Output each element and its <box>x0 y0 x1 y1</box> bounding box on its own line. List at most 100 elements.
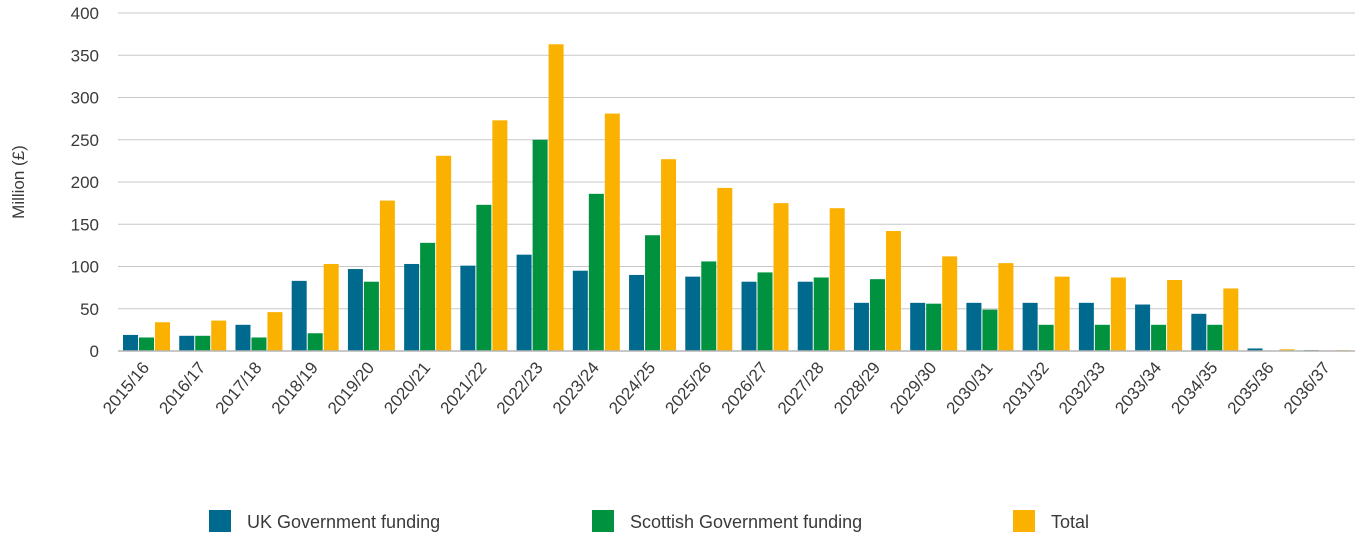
category-group <box>123 322 170 351</box>
category-group <box>1022 276 1070 351</box>
category-group <box>460 120 508 351</box>
bar <box>1223 288 1239 351</box>
category-group <box>404 155 452 351</box>
category-group <box>685 187 733 351</box>
bar <box>476 204 492 351</box>
bar <box>307 333 323 351</box>
x-tick-label: 2027/28 <box>774 358 828 417</box>
x-tick-label: 2024/25 <box>605 358 659 417</box>
bar <box>1207 324 1223 351</box>
bar <box>436 155 452 351</box>
bar <box>717 187 733 351</box>
bar <box>548 44 564 351</box>
category-group <box>1078 277 1126 351</box>
bar <box>869 279 885 351</box>
x-tick-label: 2016/17 <box>155 358 209 417</box>
bar <box>1279 349 1295 351</box>
bar <box>179 335 195 351</box>
legend-item: Scottish Government funding <box>592 510 862 532</box>
gridlines <box>118 12 1355 310</box>
bar <box>1022 302 1038 351</box>
bar <box>155 322 170 351</box>
bar <box>982 309 998 351</box>
bar <box>966 302 982 351</box>
x-tick-label: 2036/37 <box>1280 358 1334 417</box>
legend-swatch <box>1013 510 1035 532</box>
x-tick-label: 2022/23 <box>493 358 547 417</box>
bar <box>195 335 211 351</box>
category-group <box>853 231 901 351</box>
x-tick-label: 2033/34 <box>1111 358 1165 417</box>
legend: UK Government funding Scottish Government… <box>209 510 1089 532</box>
category-group <box>516 44 564 351</box>
bar <box>291 280 307 351</box>
category-group <box>179 320 227 351</box>
bar <box>211 320 227 351</box>
bar <box>757 272 773 351</box>
bar <box>1151 324 1167 351</box>
category-group <box>347 200 395 351</box>
bar <box>588 193 604 351</box>
y-axis-ticks: 0 50 100 150 200 250 300 350 400 <box>71 4 99 361</box>
y-tick-label: 400 <box>71 4 99 23</box>
legend-label: Scottish Government funding <box>630 512 862 532</box>
bar <box>516 254 532 351</box>
x-tick-label: 2026/27 <box>718 358 772 417</box>
bar <box>492 120 508 351</box>
legend-swatch <box>592 510 614 532</box>
bar <box>829 208 845 351</box>
y-tick-label: 100 <box>71 258 99 277</box>
x-tick-label: 2029/30 <box>886 358 940 417</box>
bar <box>323 263 339 351</box>
bars <box>123 44 1351 352</box>
bar <box>267 312 283 351</box>
bar <box>701 261 717 351</box>
category-group <box>235 312 283 351</box>
x-tick-label: 2032/33 <box>1055 358 1109 417</box>
bar <box>926 303 942 351</box>
y-tick-label: 50 <box>80 300 99 319</box>
y-tick-label: 250 <box>71 131 99 150</box>
y-axis-title: Million (£) <box>9 145 28 219</box>
bar <box>420 242 436 351</box>
bar <box>1135 304 1151 351</box>
x-tick-label: 2019/20 <box>324 358 378 417</box>
bar <box>797 281 813 351</box>
category-group <box>1191 288 1239 351</box>
bar <box>1038 324 1054 351</box>
bar <box>741 281 757 351</box>
bar <box>1191 313 1207 351</box>
bar <box>532 139 548 351</box>
category-group <box>572 113 620 352</box>
y-tick-label: 0 <box>90 342 99 361</box>
category-group <box>1135 280 1183 351</box>
x-tick-label: 2018/19 <box>268 358 322 417</box>
x-tick-label: 2035/36 <box>1224 358 1278 417</box>
bar <box>1094 324 1110 351</box>
x-tick-label: 2023/24 <box>549 358 603 417</box>
bar <box>773 203 789 351</box>
bar <box>347 269 363 351</box>
bar <box>1247 348 1263 351</box>
bar <box>645 235 661 351</box>
bar <box>1110 277 1126 351</box>
legend-label: UK Government funding <box>247 512 440 532</box>
x-tick-label: 2034/35 <box>1167 358 1221 417</box>
x-tick-label: 2028/29 <box>830 358 884 417</box>
bar <box>123 334 138 351</box>
bar <box>910 302 926 351</box>
y-tick-label: 200 <box>71 173 99 192</box>
category-group <box>1247 348 1295 351</box>
bar <box>460 265 476 351</box>
bar <box>885 231 901 351</box>
x-tick-label: 2017/18 <box>212 358 266 417</box>
bar <box>998 263 1014 351</box>
category-group <box>291 263 339 351</box>
bar <box>813 277 829 351</box>
x-tick-label: 2021/22 <box>436 358 490 417</box>
legend-item: Total <box>1013 510 1089 532</box>
category-group <box>629 159 677 351</box>
category-group <box>910 256 958 351</box>
legend-item: UK Government funding <box>209 510 440 532</box>
